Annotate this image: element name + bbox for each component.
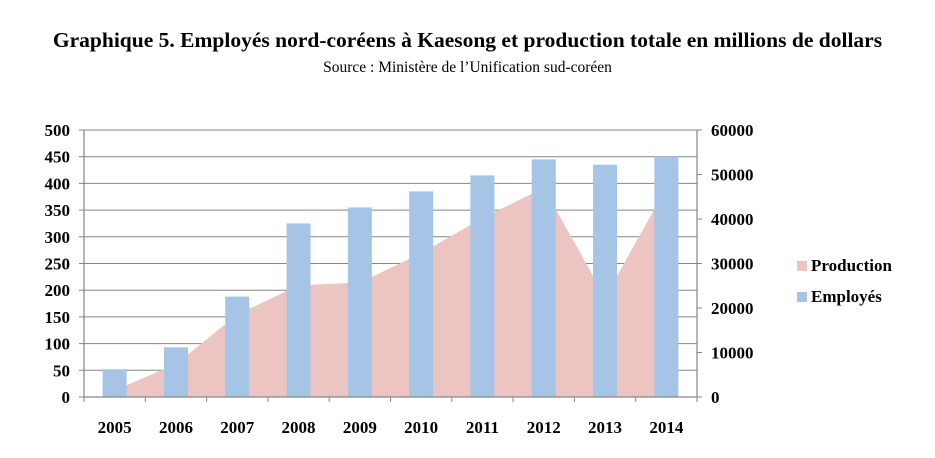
y-left-tick-label: 350 <box>45 201 71 220</box>
x-tick-label: 2011 <box>466 418 499 437</box>
employes-bar <box>347 207 372 397</box>
y-left-tick-label: 500 <box>45 121 71 140</box>
y-left-tick-label: 250 <box>45 255 71 274</box>
legend: Production Employés <box>797 256 892 306</box>
y-left-tick-label: 300 <box>45 228 71 247</box>
axes: 0 50 100 150 200 250 300 350 400 450 500 0 10000 2000… <box>45 121 754 437</box>
employes-bar <box>409 191 434 397</box>
y-right-tick-label: 40000 <box>711 210 754 229</box>
legend-swatch-employes <box>797 292 807 302</box>
y-right-tick-label: 60000 <box>711 121 754 140</box>
y-right-tick-label: 10000 <box>711 344 754 363</box>
y-left-tick-label: 150 <box>45 308 71 327</box>
y-right-tick-label: 20000 <box>711 299 754 318</box>
chart-subtitle: Source : Ministère de l’Unification sud-… <box>323 59 612 76</box>
y-right-tick-label: 30000 <box>711 255 754 274</box>
employes-bar <box>225 296 250 397</box>
employes-bar <box>163 347 188 397</box>
y-right-tick-label: 50000 <box>711 166 754 185</box>
employes-bar <box>593 164 618 397</box>
employes-bar <box>654 156 679 397</box>
x-tick-label: 2007 <box>220 418 255 437</box>
chart-title: Graphique 5. Employés nord-coréens à Kae… <box>52 28 883 52</box>
x-tick-label: 2008 <box>282 418 316 437</box>
x-tick-label: 2012 <box>527 418 561 437</box>
employes-bar <box>531 159 556 397</box>
legend-swatch-production <box>797 261 807 271</box>
x-tick-label: 2014 <box>649 418 684 437</box>
y-left-tick-label: 0 <box>62 388 71 407</box>
y-left-tick-label: 50 <box>53 361 70 380</box>
employes-bar <box>470 175 495 397</box>
y-right-tick-label: 0 <box>711 388 720 407</box>
production-area <box>114 187 667 397</box>
employes-bar <box>102 369 127 397</box>
employes-bar-layer <box>102 156 679 397</box>
y-left-tick-label: 100 <box>45 335 71 354</box>
y-left-tick-label: 450 <box>45 148 71 167</box>
x-tick-label: 2009 <box>343 418 377 437</box>
y-left-tick-label: 400 <box>45 174 71 193</box>
production-area-layer <box>114 187 667 397</box>
employes-bar <box>286 223 311 397</box>
x-tick-label: 2005 <box>98 418 132 437</box>
y-left-tick-label: 200 <box>45 281 71 300</box>
x-tick-label: 2010 <box>404 418 438 437</box>
x-tick-label: 2006 <box>159 418 193 437</box>
x-tick-label: 2013 <box>588 418 622 437</box>
legend-label-production: Production <box>811 256 892 275</box>
legend-label-employes: Employés <box>811 287 882 306</box>
